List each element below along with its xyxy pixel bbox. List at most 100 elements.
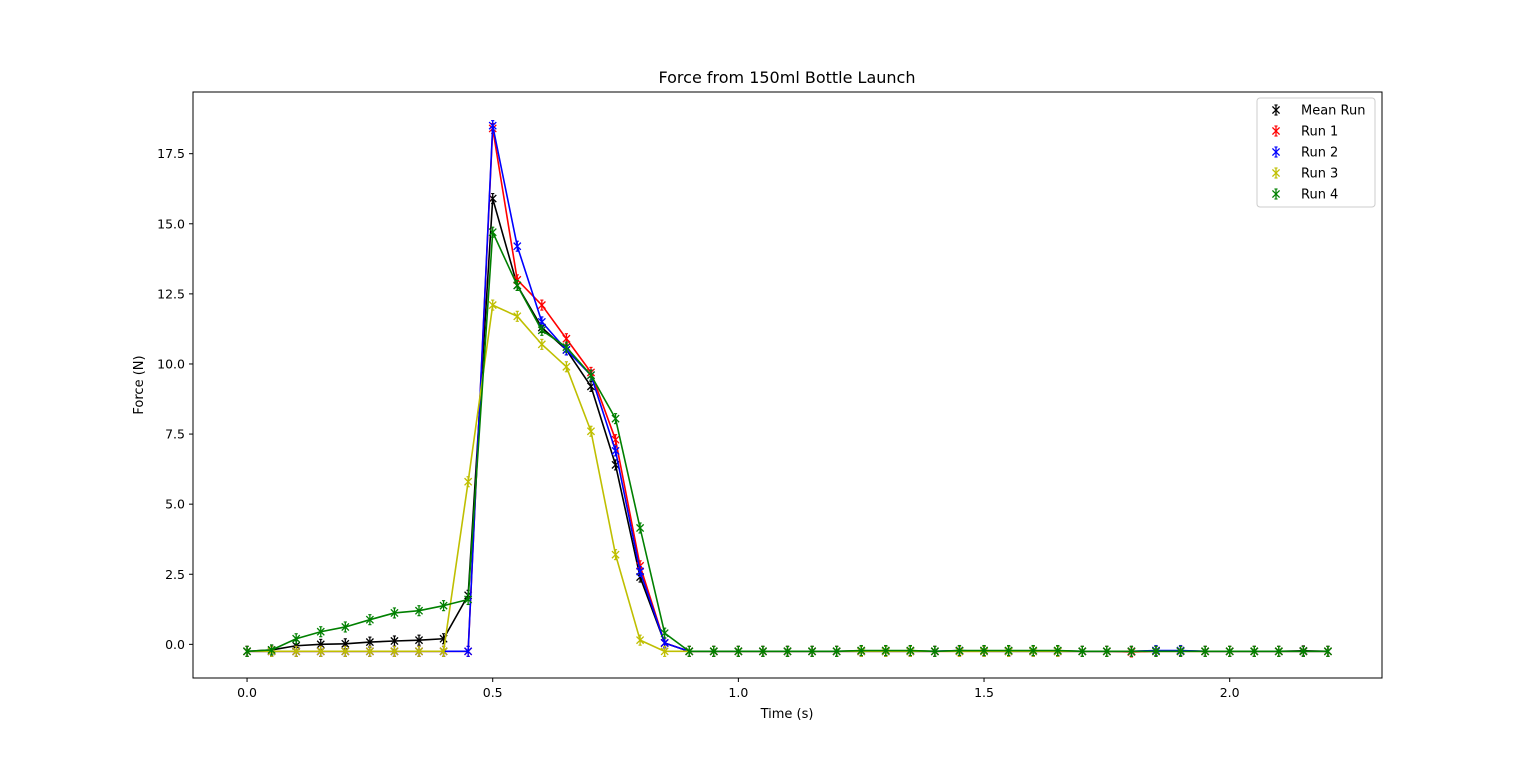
legend-item: Run 1 — [1271, 125, 1338, 140]
data-point — [365, 645, 374, 657]
x-tick-label: 0.0 — [237, 685, 257, 700]
data-point — [808, 645, 817, 657]
data-point — [1201, 645, 1210, 657]
legend-item: Mean Run — [1271, 104, 1365, 119]
data-point — [636, 522, 645, 534]
data-point — [488, 299, 497, 311]
y-tick-label: 12.5 — [157, 286, 185, 301]
y-tick-label: 7.5 — [165, 427, 185, 442]
series-line — [247, 124, 1328, 653]
data-point — [267, 644, 276, 656]
legend-label: Mean Run — [1301, 104, 1365, 119]
series-line — [247, 197, 1328, 653]
legend-marker — [1271, 146, 1281, 158]
data-point — [611, 549, 620, 561]
data-point — [857, 644, 866, 657]
series-line — [247, 304, 1328, 653]
data-point — [316, 645, 325, 657]
y-tick-label: 15.0 — [157, 216, 185, 231]
y-axis-label: Force (N) — [132, 355, 147, 414]
data-point — [979, 644, 989, 657]
data-point — [316, 626, 325, 638]
data-point — [955, 644, 964, 657]
data-point — [611, 413, 620, 425]
y-tick-label: 10.0 — [157, 356, 185, 371]
data-point — [537, 338, 546, 350]
data-point — [906, 644, 915, 657]
data-point — [1274, 645, 1283, 657]
data-point — [1029, 644, 1038, 657]
data-point — [1176, 645, 1185, 657]
data-point — [464, 476, 473, 488]
data-point — [660, 645, 669, 657]
data-point — [1250, 645, 1259, 657]
data-point — [562, 341, 571, 353]
data-point — [292, 633, 301, 645]
x-tick-label: 0.5 — [483, 685, 503, 700]
data-point — [881, 644, 890, 657]
data-point — [734, 645, 743, 657]
legend-label: Run 3 — [1301, 167, 1338, 182]
x-tick-label: 1.0 — [728, 685, 748, 700]
y-tick-label: 2.5 — [165, 567, 185, 582]
plot-area — [242, 120, 1333, 658]
data-point — [390, 645, 399, 657]
legend-label: Run 4 — [1301, 188, 1338, 203]
data-point — [390, 635, 399, 647]
data-point — [341, 621, 350, 633]
data-point — [488, 226, 497, 238]
data-point — [439, 600, 448, 612]
data-point — [1225, 645, 1234, 657]
legend: Mean Run Run 1 Run 2 Run 3 Run 4 — [1256, 97, 1376, 208]
series-line — [247, 127, 1328, 653]
x-axis-label: Time (s) — [760, 707, 814, 722]
data-point — [1078, 645, 1087, 657]
data-point — [537, 299, 546, 311]
legend-label: Run 2 — [1301, 146, 1338, 161]
y-axis: 0.0 2.5 5.0 7.5 10.0 12.5 15.0 17.5 — [157, 146, 193, 652]
data-point — [636, 634, 645, 646]
legend-item: Run 3 — [1271, 167, 1338, 182]
plot-frame — [192, 91, 1383, 679]
data-point — [365, 614, 374, 626]
data-point — [636, 565, 645, 578]
data-point — [1053, 644, 1062, 657]
legend-marker — [1271, 104, 1281, 116]
data-point — [660, 627, 669, 639]
data-point — [439, 645, 448, 657]
data-point — [488, 120, 497, 132]
data-point — [414, 645, 424, 657]
series-line — [247, 231, 1328, 653]
data-point — [341, 645, 350, 657]
data-point — [464, 645, 473, 657]
data-point — [464, 593, 473, 606]
x-tick-label: 2.0 — [1220, 685, 1240, 700]
legend-marker — [1271, 167, 1281, 179]
data-point — [930, 645, 939, 657]
data-point — [242, 645, 252, 657]
legend-item: Run 4 — [1271, 188, 1338, 203]
legend-box — [1256, 97, 1376, 208]
data-point — [488, 192, 497, 205]
chart-title: Force from 150ml Bottle Launch — [659, 68, 916, 87]
legend-item: Run 2 — [1271, 146, 1338, 161]
data-point — [783, 645, 792, 657]
series-run-4 — [242, 226, 1333, 657]
legend-marker — [1271, 125, 1281, 137]
data-point — [414, 634, 424, 646]
x-axis: 0.0 0.5 1.0 1.5 2.0 — [237, 678, 1240, 700]
data-point — [685, 645, 694, 657]
data-point — [1151, 645, 1161, 657]
legend-marker — [1271, 188, 1281, 200]
data-point — [586, 425, 596, 437]
data-point — [611, 445, 620, 457]
data-point — [709, 645, 718, 657]
data-point — [513, 310, 522, 322]
y-tick-label: 5.0 — [165, 497, 185, 512]
data-point — [513, 279, 522, 292]
data-point — [1323, 645, 1333, 657]
series-mean-run — [242, 192, 1333, 657]
series-run-1 — [242, 122, 1333, 658]
legend-label: Run 1 — [1301, 125, 1338, 140]
